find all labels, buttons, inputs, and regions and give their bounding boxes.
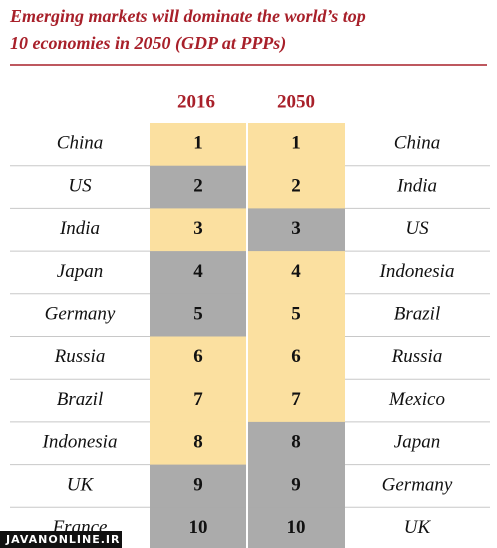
rank-cell xyxy=(150,464,246,508)
rank-cell xyxy=(150,421,246,466)
rank: 8 xyxy=(193,432,203,453)
rank-cell xyxy=(248,379,345,423)
rank: 3 xyxy=(193,218,203,239)
country: Japan xyxy=(57,261,103,282)
column-header: 2016 xyxy=(177,91,215,112)
country: Japan xyxy=(394,432,440,453)
rank: 10 xyxy=(189,517,208,538)
rank: 3 xyxy=(291,218,301,239)
rank-cell xyxy=(150,165,246,209)
rank: 6 xyxy=(193,346,203,367)
rank-cell xyxy=(248,165,345,209)
country: UK xyxy=(67,474,95,495)
rank: 8 xyxy=(291,432,301,453)
rank-cell xyxy=(150,507,246,548)
watermark-bg xyxy=(0,531,122,548)
rank: 1 xyxy=(193,133,203,154)
rank-cell xyxy=(150,379,246,423)
country: India xyxy=(396,175,437,196)
country: Indonesia xyxy=(379,261,455,282)
rank-cell xyxy=(150,251,246,295)
rank-cell xyxy=(248,123,345,167)
watermark: JAVANONLINE.IR xyxy=(5,533,120,546)
country: US xyxy=(68,175,92,196)
country: Germany xyxy=(45,304,116,325)
country: UK xyxy=(404,517,432,538)
country: Indonesia xyxy=(42,432,118,453)
rank: 5 xyxy=(193,304,203,325)
country: Brazil xyxy=(394,304,440,325)
country: Russia xyxy=(54,346,106,367)
country: India xyxy=(59,218,100,239)
rank: 1 xyxy=(291,133,301,154)
rank-cell xyxy=(248,293,345,337)
country: China xyxy=(57,133,103,154)
column-header: 2050 xyxy=(277,91,315,112)
rank: 4 xyxy=(291,261,301,282)
country: Germany xyxy=(382,474,453,495)
rank-cell xyxy=(150,293,246,337)
rank-cell xyxy=(150,208,246,252)
country: China xyxy=(394,133,440,154)
rank-cell xyxy=(248,464,345,508)
rank-cell xyxy=(248,336,345,380)
rank-cell xyxy=(150,336,246,380)
rank: 4 xyxy=(193,261,203,282)
rank: 10 xyxy=(287,517,306,538)
country: Russia xyxy=(391,346,443,367)
rank-cell xyxy=(248,507,345,548)
rank: 5 xyxy=(291,304,301,325)
rank-cell xyxy=(150,123,246,167)
country: Mexico xyxy=(388,389,445,410)
rank-cell xyxy=(248,208,345,252)
rank-cell xyxy=(248,251,345,295)
title: Emerging markets will dominate the world… xyxy=(9,6,366,26)
rank: 2 xyxy=(193,175,203,196)
rank: 7 xyxy=(193,389,203,410)
rank: 9 xyxy=(193,474,203,495)
rank: 7 xyxy=(291,389,301,410)
rank: 6 xyxy=(291,346,301,367)
rank-cell xyxy=(248,421,345,466)
rank: 2 xyxy=(291,175,301,196)
rank: 9 xyxy=(291,474,301,495)
country: US xyxy=(405,218,429,239)
title: 10 economies in 2050 (GDP at PPPs) xyxy=(10,33,286,54)
country: Brazil xyxy=(57,389,103,410)
